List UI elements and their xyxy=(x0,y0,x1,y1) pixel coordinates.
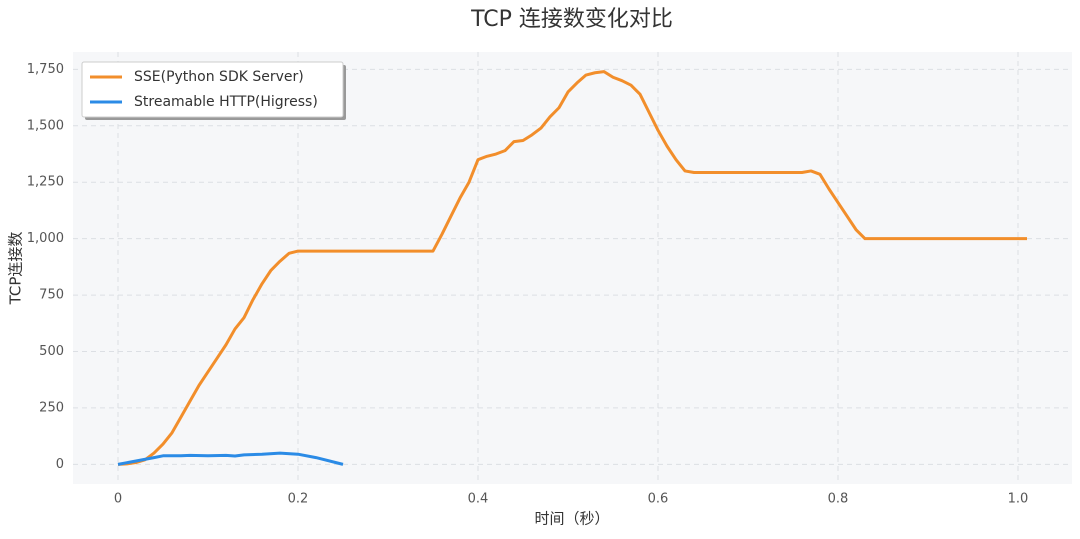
plot-background xyxy=(73,52,1072,484)
x-axis-label: 时间（秒） xyxy=(534,510,609,528)
y-tick-label: 0 xyxy=(56,457,64,472)
y-tick-label: 1,250 xyxy=(27,175,64,190)
y-tick-label: 500 xyxy=(39,344,64,359)
y-tick-label: 250 xyxy=(39,400,64,415)
legend: SSE(Python SDK Server) Streamable HTTP(Hi… xyxy=(81,61,346,120)
chart-title: TCP 连接数变化对比 xyxy=(470,7,673,32)
y-tick-label: 1,750 xyxy=(27,62,64,77)
x-tick-label: 0.4 xyxy=(468,492,489,507)
legend-box xyxy=(81,61,344,118)
x-tick-label: 0.8 xyxy=(828,492,849,507)
x-tick-label: 0 xyxy=(114,492,122,507)
y-tick-label: 1,000 xyxy=(27,231,64,246)
x-tick-label: 1.0 xyxy=(1008,492,1029,507)
series-line xyxy=(117,70,1027,466)
x-tick-label: 0.2 xyxy=(288,492,309,507)
legend-label: SSE(Python SDK Server) xyxy=(134,69,304,85)
y-tick-label: 1,500 xyxy=(27,118,64,133)
legend-label: Streamable HTTP(Higress) xyxy=(134,94,318,110)
x-tick-label: 0.6 xyxy=(648,492,669,507)
lines xyxy=(117,70,1027,466)
series-line xyxy=(117,451,344,466)
y-axis-label: TCP连接数 xyxy=(7,232,25,306)
y-tick-label: 750 xyxy=(39,288,64,303)
